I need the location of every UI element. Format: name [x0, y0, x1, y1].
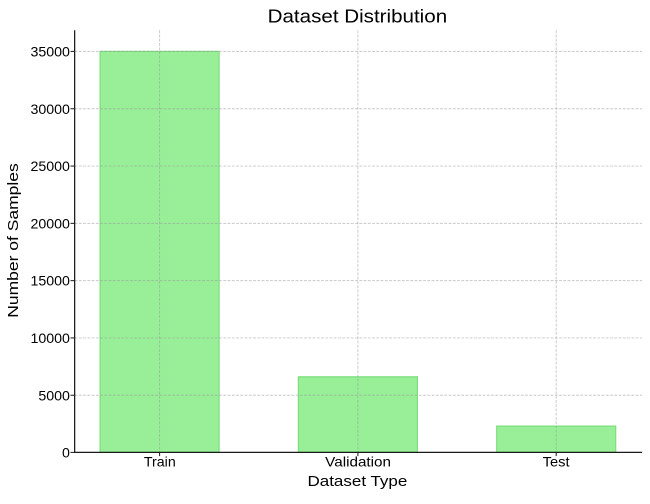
svg-text:0: 0: [62, 445, 70, 461]
svg-text:Dataset Distribution: Dataset Distribution: [268, 7, 448, 28]
svg-text:Test: Test: [543, 454, 570, 470]
svg-text:25000: 25000: [30, 159, 70, 175]
svg-text:5000: 5000: [38, 388, 70, 404]
svg-text:Number of Samples: Number of Samples: [5, 163, 22, 318]
svg-text:15000: 15000: [30, 274, 70, 290]
svg-text:Dataset Type: Dataset Type: [308, 473, 408, 490]
svg-text:30000: 30000: [30, 102, 70, 118]
svg-text:Train: Train: [144, 454, 176, 470]
svg-text:Validation: Validation: [325, 454, 391, 470]
svg-text:35000: 35000: [30, 44, 70, 60]
svg-text:20000: 20000: [30, 216, 70, 232]
svg-text:10000: 10000: [30, 331, 70, 347]
